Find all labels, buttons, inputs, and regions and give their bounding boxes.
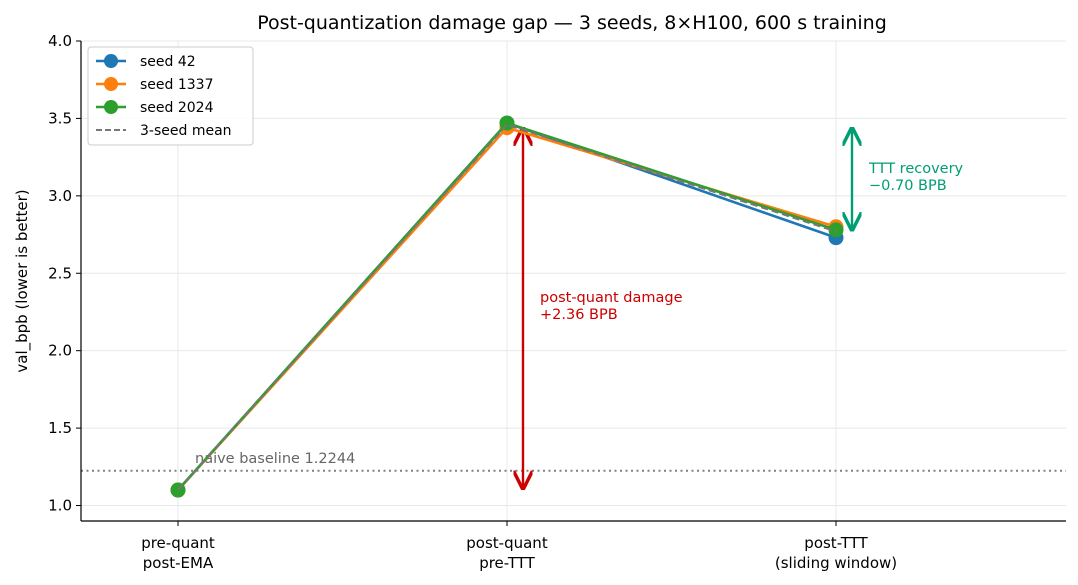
annotation-label: −0.70 BPB [869,178,947,194]
legend-entry: seed 1337 [140,77,214,93]
data-point [828,222,844,238]
x-tick-label: pre-TTT [479,554,535,572]
baseline: naive baseline 1.2244 [81,451,1066,472]
legend-entry: seed 42 [140,54,196,70]
y-tick-label: 1.0 [48,497,72,515]
y-tick-label: 2.5 [48,264,72,282]
y-tick-label: 2.0 [48,342,72,360]
data-point [499,115,515,131]
y-tick-label: 3.0 [48,187,72,205]
legend-entry: 3-seed mean [140,123,232,139]
axes: 1.0 1.5 2.0 2.5 3.0 3.5 4.0 pre-quant post-EMA po… [48,32,1066,572]
legend-marker [104,100,118,114]
annotation-label: TTT recovery [868,161,964,177]
y-tick-label: 3.5 [48,109,72,127]
y-tick-label: 4.0 [48,32,72,50]
x-tick-label: (sliding window) [775,554,897,572]
chart-title: Post-quantization damage gap — 3 seeds, … [257,12,887,34]
x-tick-label: post-quant [466,534,548,552]
baseline-label: naive baseline 1.2244 [195,451,355,467]
series [170,115,844,498]
legend-entry: seed 2024 [140,100,214,116]
y-axis-label: val_bpb (lower is better) [13,189,32,372]
legend-box [87,46,254,146]
legend: seed 42 seed 1337 seed 2024 3-seed mean [87,46,254,146]
annotation-label: +2.36 BPB [540,307,618,323]
annotations: post-quant damage+2.36 BPB TTT recovery−0… [523,131,964,486]
annotation-label: post-quant damage [540,290,683,306]
x-tick-label: pre-quant [141,534,215,552]
legend-marker [104,54,118,68]
legend-marker [104,77,118,91]
x-tick-label: post-EMA [143,554,214,572]
x-tick-label: post-TTT [804,534,868,552]
y-tick-label: 1.5 [48,419,72,437]
